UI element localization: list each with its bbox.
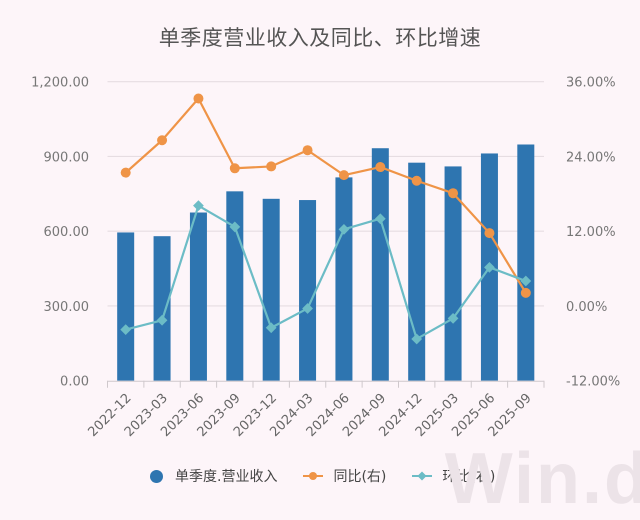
revenue-bar[interactable] [262,198,280,381]
circle-icon [150,469,163,483]
yoy-point[interactable] [229,163,240,174]
revenue-bar[interactable] [299,200,317,381]
left-axis-tick: 0.00 [60,375,89,390]
right-axis: -12.00% 0.00% 12.00% 24.00% 36.00% [566,76,620,390]
legend-item-qoq[interactable]: 环比(右) [412,466,495,486]
left-axis-tick: 900.00 [44,150,90,165]
revenue-bar[interactable] [226,191,244,381]
left-axis: 0.00 300.00 600.00 900.00 1,200.00 [31,76,89,390]
legend-item-revenue[interactable]: 单季度.营业收入 [150,466,277,486]
right-axis-tick: 36.00% [566,76,616,91]
line-diamond-icon [412,471,433,481]
qoq-point[interactable] [411,333,423,345]
legend-item-yoy[interactable]: 同比(右) [303,466,386,486]
yoy-point[interactable] [520,287,531,298]
yoy-point[interactable] [266,161,277,172]
revenue-bar[interactable] [408,162,426,381]
yoy-point[interactable] [120,167,131,178]
right-axis-tick: -12.00% [566,375,620,390]
legend-label: 同比(右) [333,469,387,485]
left-axis-tick: 600.00 [44,225,90,240]
revenue-bar[interactable] [444,166,462,381]
qoq-point[interactable] [520,275,532,287]
revenue-bar[interactable] [335,177,353,381]
chart-title: 单季度营业收入及同比、环比增速 [158,26,482,50]
qoq-point[interactable] [229,221,241,233]
revenue-bar[interactable] [371,148,389,381]
watermark: Win.d [444,439,640,519]
right-axis-tick: 12.00% [566,225,616,240]
revenue-bar[interactable] [189,212,207,381]
qoq-point[interactable] [484,261,495,273]
yoy-point[interactable] [411,175,422,186]
qoq-point[interactable] [374,213,386,225]
yoy-point[interactable] [157,135,168,146]
right-axis-tick: 0.00% [566,300,607,315]
qoq-point[interactable] [338,223,350,235]
yoy-point[interactable] [338,170,349,181]
qoq-point[interactable] [265,322,277,334]
x-axis: 2022-122023-032023-062023-092023-122024-… [85,380,545,440]
line-circle-icon [303,472,324,480]
revenue-bar[interactable] [153,236,171,381]
qoq-point[interactable] [302,303,313,314]
yoy-line [120,93,531,298]
qoq-point[interactable] [193,200,204,212]
right-axis-tick: 24.00% [566,150,616,165]
left-axis-tick: 300.00 [44,300,90,315]
revenue-bar[interactable] [517,144,535,381]
yoy-point[interactable] [302,145,313,156]
qoq-line [120,200,532,345]
yoy-point[interactable] [375,162,386,173]
yoy-point[interactable] [193,93,204,104]
yoy-point[interactable] [484,228,495,239]
gridlines [107,81,544,307]
qoq-point[interactable] [156,314,168,326]
revenue-bar[interactable] [117,232,135,381]
yoy-point[interactable] [448,188,459,199]
legend-label: 单季度.营业收入 [175,469,278,485]
qoq-point[interactable] [447,313,459,324]
legend-label: 环比(右) [442,469,496,485]
left-axis-tick: 1,200.00 [31,76,89,91]
legend: 单季度.营业收入 同比(右) 环比(右) [150,466,521,486]
